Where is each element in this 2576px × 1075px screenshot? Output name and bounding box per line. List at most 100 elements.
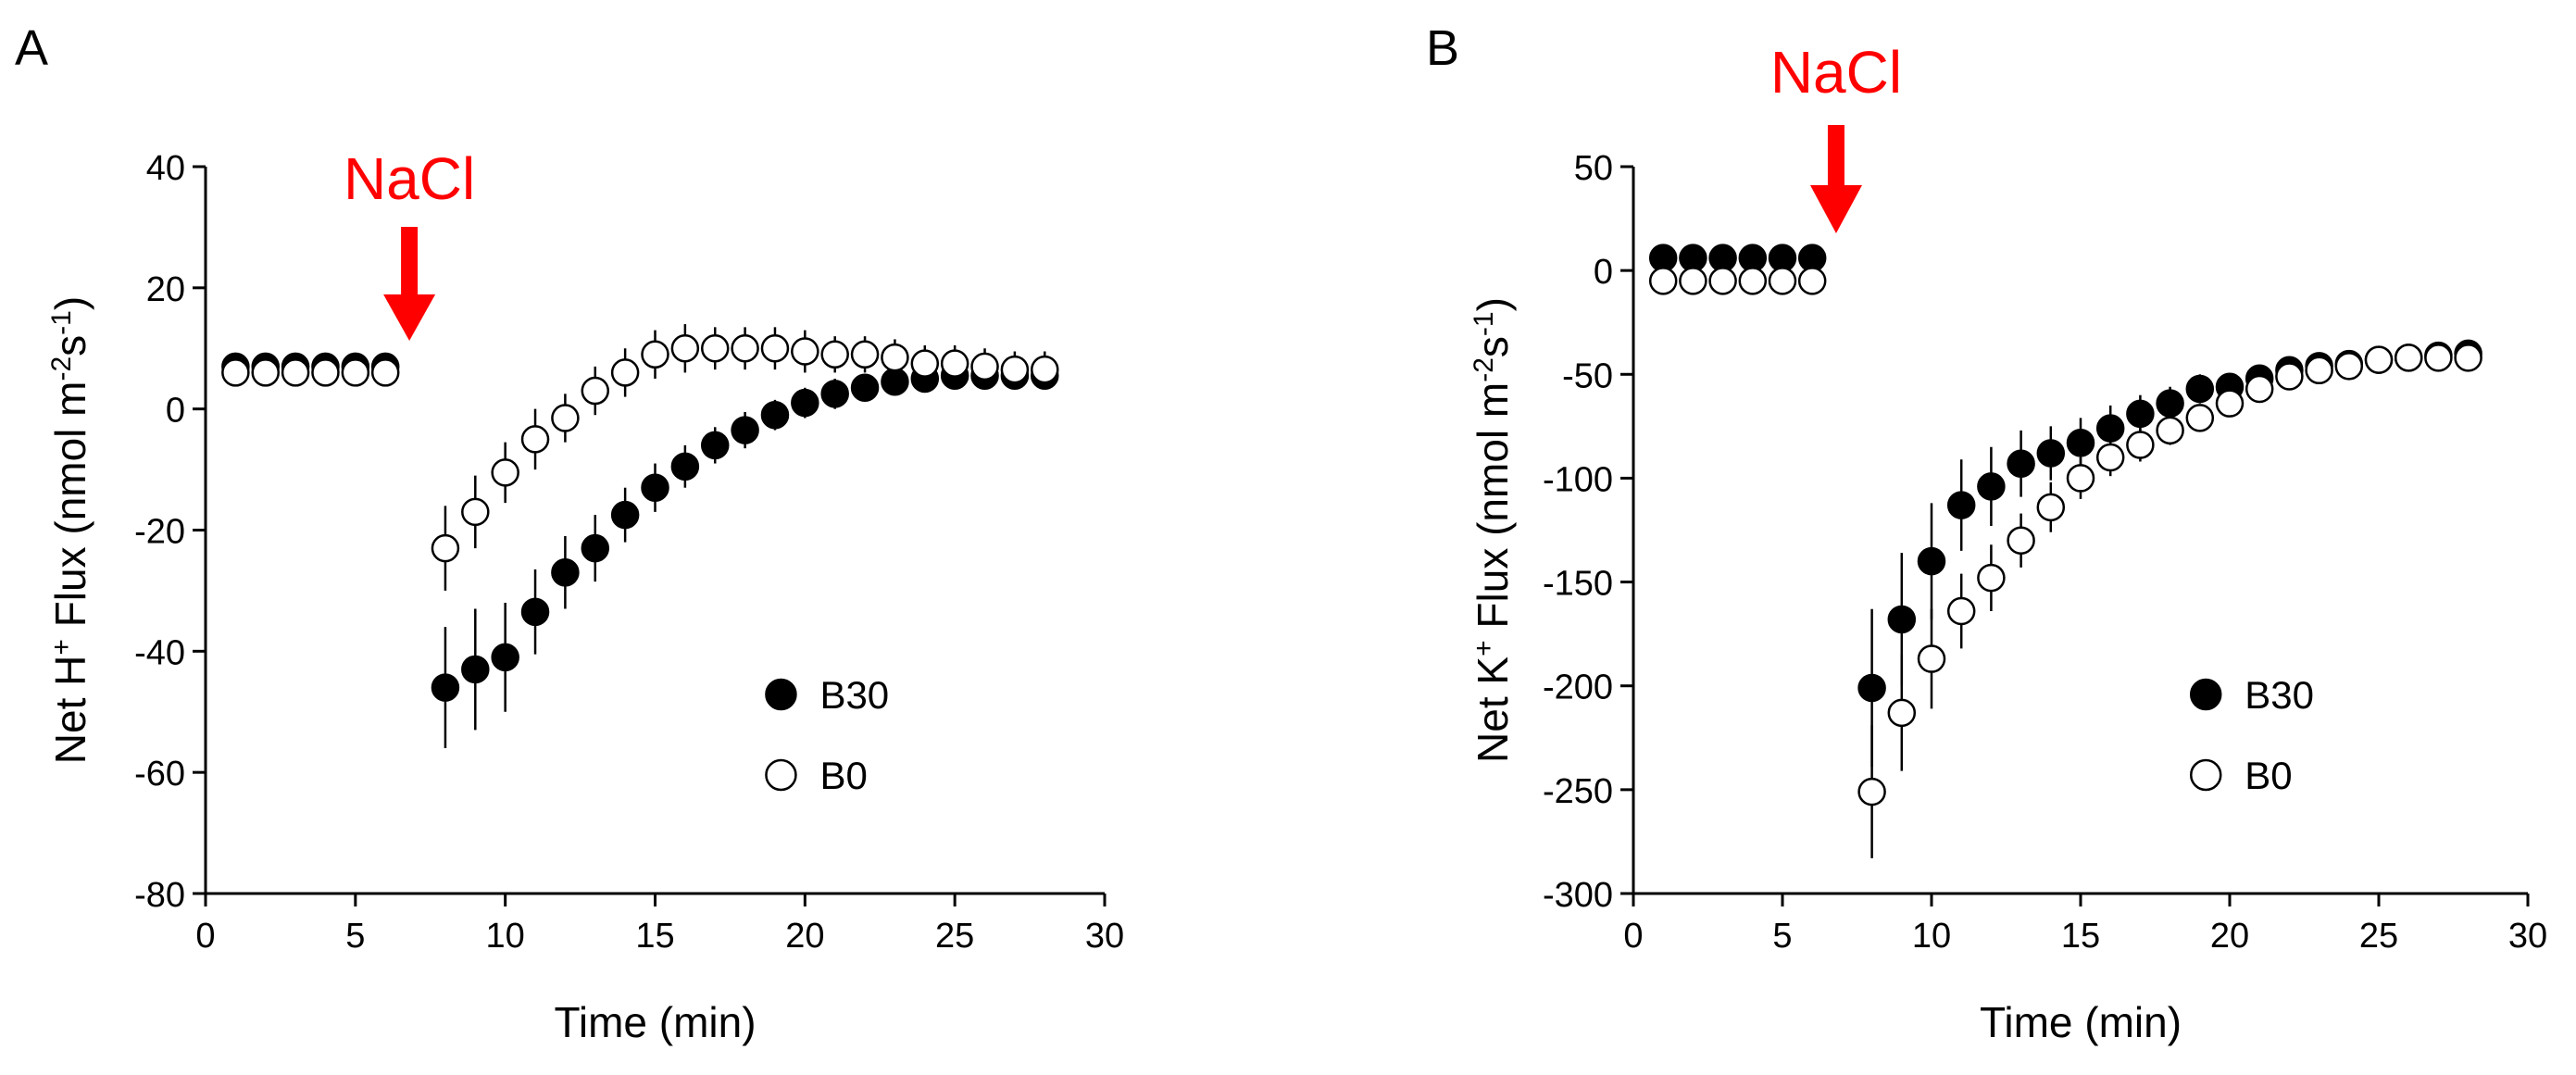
- data-point-b0: [311, 358, 340, 387]
- data-point-b30: [670, 452, 700, 481]
- data-point-b0: [910, 349, 940, 378]
- x-tick-label: 0: [1623, 917, 1643, 956]
- data-point-b30: [520, 597, 550, 627]
- data-point-b30: [491, 643, 519, 672]
- y-axis-label: Net K+ Flux (nmol m-2s-1): [1469, 297, 1518, 763]
- data-point-b30: [820, 380, 849, 408]
- data-point-b30: [1857, 673, 1886, 703]
- x-tick-label: 5: [1772, 917, 1792, 956]
- data-point-b0: [1977, 563, 2006, 593]
- y-axis-label-part: s: [46, 335, 94, 356]
- data-point-b0: [2364, 345, 2394, 374]
- panel-label: A: [15, 20, 48, 76]
- data-point-b30: [1977, 472, 2006, 501]
- data-point-b30: [610, 500, 640, 530]
- y-tick-label: 0: [1594, 253, 1613, 292]
- legend-label-b30: B30: [2245, 673, 2314, 717]
- data-point-b0: [2126, 431, 2155, 459]
- y-axis-label-superscript: -1: [1469, 311, 1499, 336]
- data-point-b0: [1797, 267, 1827, 295]
- nacl-arrow-head: [383, 294, 436, 341]
- data-point-b30: [581, 533, 610, 563]
- y-axis-label-superscript: +: [1469, 640, 1499, 656]
- data-point-b0: [491, 458, 519, 487]
- data-point-b30: [551, 558, 580, 587]
- y-tick-label: -200: [1543, 669, 1613, 707]
- data-point-b0: [791, 337, 819, 366]
- data-point-b0: [2334, 352, 2364, 381]
- y-tick-label: 50: [1574, 149, 1613, 188]
- data-point-b0: [1679, 267, 1707, 295]
- y-tick-label: 20: [146, 270, 185, 309]
- y-tick-label: -300: [1543, 876, 1613, 915]
- data-point-b0: [221, 358, 250, 387]
- data-point-b30: [461, 655, 490, 684]
- data-point-b0: [551, 404, 580, 432]
- x-tick-label: 25: [935, 917, 974, 956]
- data-point-b0: [2036, 493, 2066, 522]
- x-axis-label: Time (min): [1980, 998, 2182, 1046]
- data-point-b0: [940, 349, 969, 378]
- data-point-b0: [2394, 344, 2423, 372]
- data-point-b0: [670, 334, 700, 363]
- nacl-label: NaCl: [1770, 39, 1902, 106]
- legend-marker-b30: [765, 678, 797, 711]
- data-point-b0: [1031, 355, 1059, 384]
- nacl-annotation: NaCl: [1770, 39, 1902, 233]
- y-tick-label: -40: [134, 633, 185, 672]
- data-point-b0: [2245, 374, 2274, 404]
- x-tick-label: 0: [195, 917, 215, 956]
- nacl-arrow-shaft: [401, 227, 419, 294]
- data-point-b0: [1708, 267, 1737, 295]
- data-point-b0: [520, 425, 550, 454]
- data-point-b30: [760, 400, 790, 430]
- data-point-b30: [2095, 414, 2125, 443]
- y-axis-label-part: Net H: [46, 656, 94, 765]
- y-axis-label-superscript: +: [46, 639, 77, 656]
- y-tick-label: 40: [146, 149, 185, 188]
- data-point-b30: [1946, 491, 1976, 519]
- legend-marker-b0: [2189, 758, 2222, 792]
- data-point-b30: [2007, 449, 2035, 478]
- y-tick-label: -100: [1543, 460, 1613, 499]
- data-point-b0: [760, 334, 790, 363]
- data-point-b0: [700, 334, 730, 363]
- y-axis-label-superscript: -2: [1469, 357, 1499, 382]
- data-point-b30: [2185, 374, 2215, 404]
- x-tick-label: 15: [635, 917, 674, 956]
- data-point-b0: [431, 533, 460, 563]
- data-point-b0: [251, 358, 280, 387]
- legend-label-b30: B30: [819, 673, 889, 717]
- data-point-b0: [610, 358, 640, 387]
- data-point-b0: [1768, 267, 1797, 295]
- data-point-b30: [850, 373, 880, 403]
- data-point-b0: [281, 358, 310, 387]
- data-point-b30: [641, 473, 669, 502]
- y-axis-label: Net H+ Flux (nmol m-2s-1): [46, 296, 95, 764]
- data-point-b0: [641, 340, 669, 369]
- data-point-b0: [2066, 464, 2095, 493]
- data-point-b0: [1000, 355, 1030, 384]
- data-point-b30: [2156, 389, 2184, 418]
- data-point-b30: [700, 431, 730, 460]
- data-point-b30: [731, 416, 759, 444]
- x-tick-label: 10: [1912, 917, 1951, 956]
- y-axis-label-part: ): [1469, 297, 1517, 311]
- y-tick-label: -50: [1562, 356, 1613, 395]
- data-point-b0: [370, 358, 400, 387]
- legend: B30 B0: [2189, 673, 2314, 797]
- legend-marker-b0: [765, 758, 797, 792]
- y-axis-label-part: Net K: [1469, 656, 1517, 763]
- x-tick-label: 30: [1085, 917, 1124, 956]
- legend-label-b0: B0: [819, 754, 867, 797]
- y-tick-label: -250: [1543, 772, 1613, 811]
- data-point-b0: [2156, 416, 2184, 445]
- x-tick-label: 20: [785, 917, 824, 956]
- panel-b: B -300 -250 -200 -150 -100 -50 0 50 0 5 10 15 20 25 30 T…: [1426, 20, 2547, 1046]
- panel-a: A -80 -60 -40 -20 0 20 40 0 5 10 15 20 25 30 Time (min)…: [15, 20, 1124, 1046]
- data-point-b0: [2007, 526, 2035, 555]
- series-b0: [221, 324, 1059, 591]
- data-point-b0: [2305, 356, 2333, 385]
- x-tick-label: 10: [486, 917, 525, 956]
- data-point-b30: [1917, 546, 1946, 576]
